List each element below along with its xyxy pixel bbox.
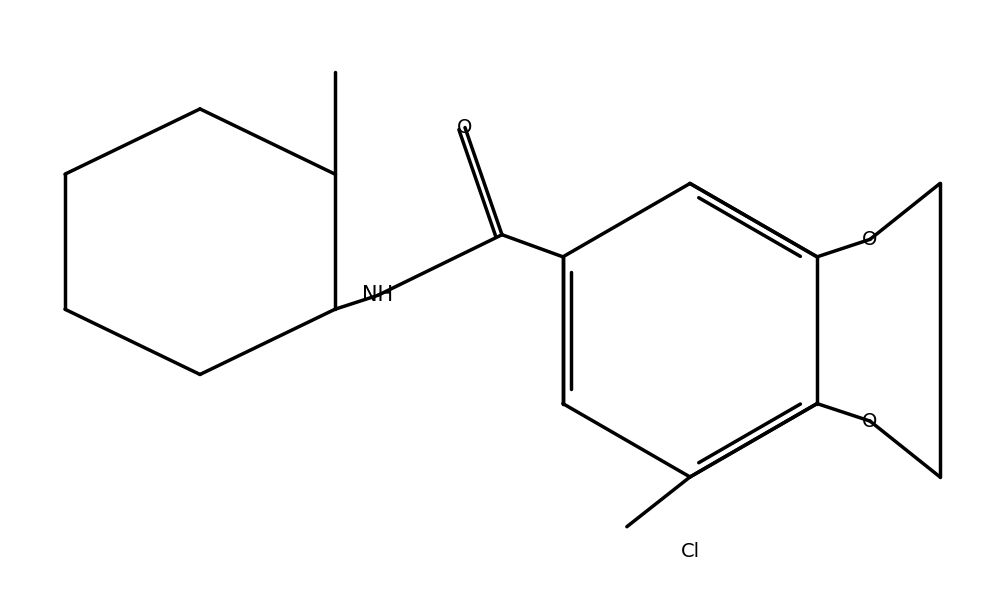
Text: Cl: Cl	[680, 542, 699, 561]
Text: O: O	[862, 230, 877, 249]
Text: O: O	[862, 411, 877, 431]
Text: O: O	[457, 118, 472, 137]
Text: NH: NH	[362, 285, 394, 305]
